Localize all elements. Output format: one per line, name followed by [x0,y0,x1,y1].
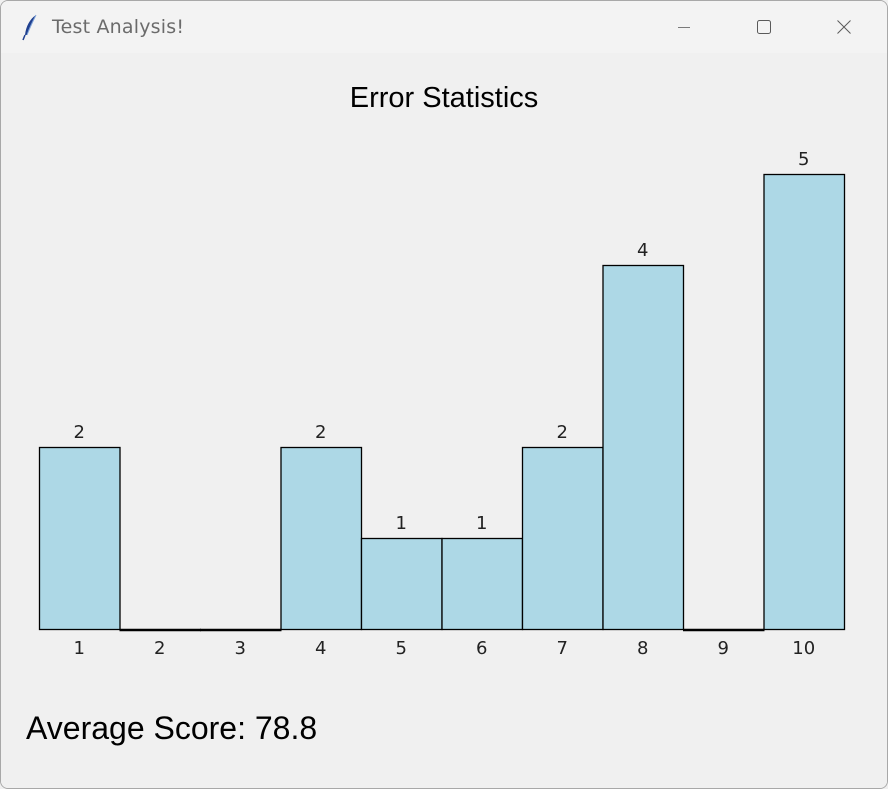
close-icon [836,19,852,35]
bar-10 [763,173,846,631]
bar-value-label: 5 [798,149,809,170]
bar-7 [521,446,604,631]
bar-value-label: 2 [74,422,85,443]
x-tick-label: 3 [235,638,246,659]
x-tick-label: 8 [637,638,648,659]
x-tick-label: 6 [476,638,487,659]
maximize-button[interactable] [724,1,804,53]
x-tick-label: 4 [315,638,326,659]
title-bar[interactable]: Test Analysis! [1,1,887,53]
average-score-label: Average Score: 78.8 [26,710,318,746]
bar-8 [602,264,685,631]
error-statistics-chart: Error Statistics 2 2 1 1 2 4 5 1 2 3 4 5 6 7 8 9 10 [38,82,846,659]
x-tick-label: 2 [154,638,165,659]
x-tick-label: 5 [396,638,407,659]
x-tick-label: 9 [718,638,729,659]
chart-title: Error Statistics [350,82,539,114]
bar-4 [280,446,363,631]
minimize-button[interactable] [644,1,724,53]
feather-icon [21,13,41,41]
bar-5 [360,537,443,631]
bar-value-label: 1 [476,513,487,534]
bar-value-label: 4 [637,240,648,261]
close-button[interactable] [804,1,884,53]
x-tick-label: 1 [74,638,85,659]
chart-panel: Error Statistics 2 2 1 1 2 4 5 1 2 3 4 5 6 7 8 9 10 Ave… [1,53,887,788]
x-tick-label: 7 [557,638,568,659]
bar-value-label: 2 [557,422,568,443]
window-title: Test Analysis! [52,16,185,38]
bar-6 [441,537,524,631]
minimize-icon [676,19,692,35]
bar-1 [38,446,121,631]
maximize-icon [756,19,772,35]
bar-value-label: 1 [396,513,407,534]
bar-value-label: 2 [315,422,326,443]
x-tick-label: 10 [792,638,815,659]
